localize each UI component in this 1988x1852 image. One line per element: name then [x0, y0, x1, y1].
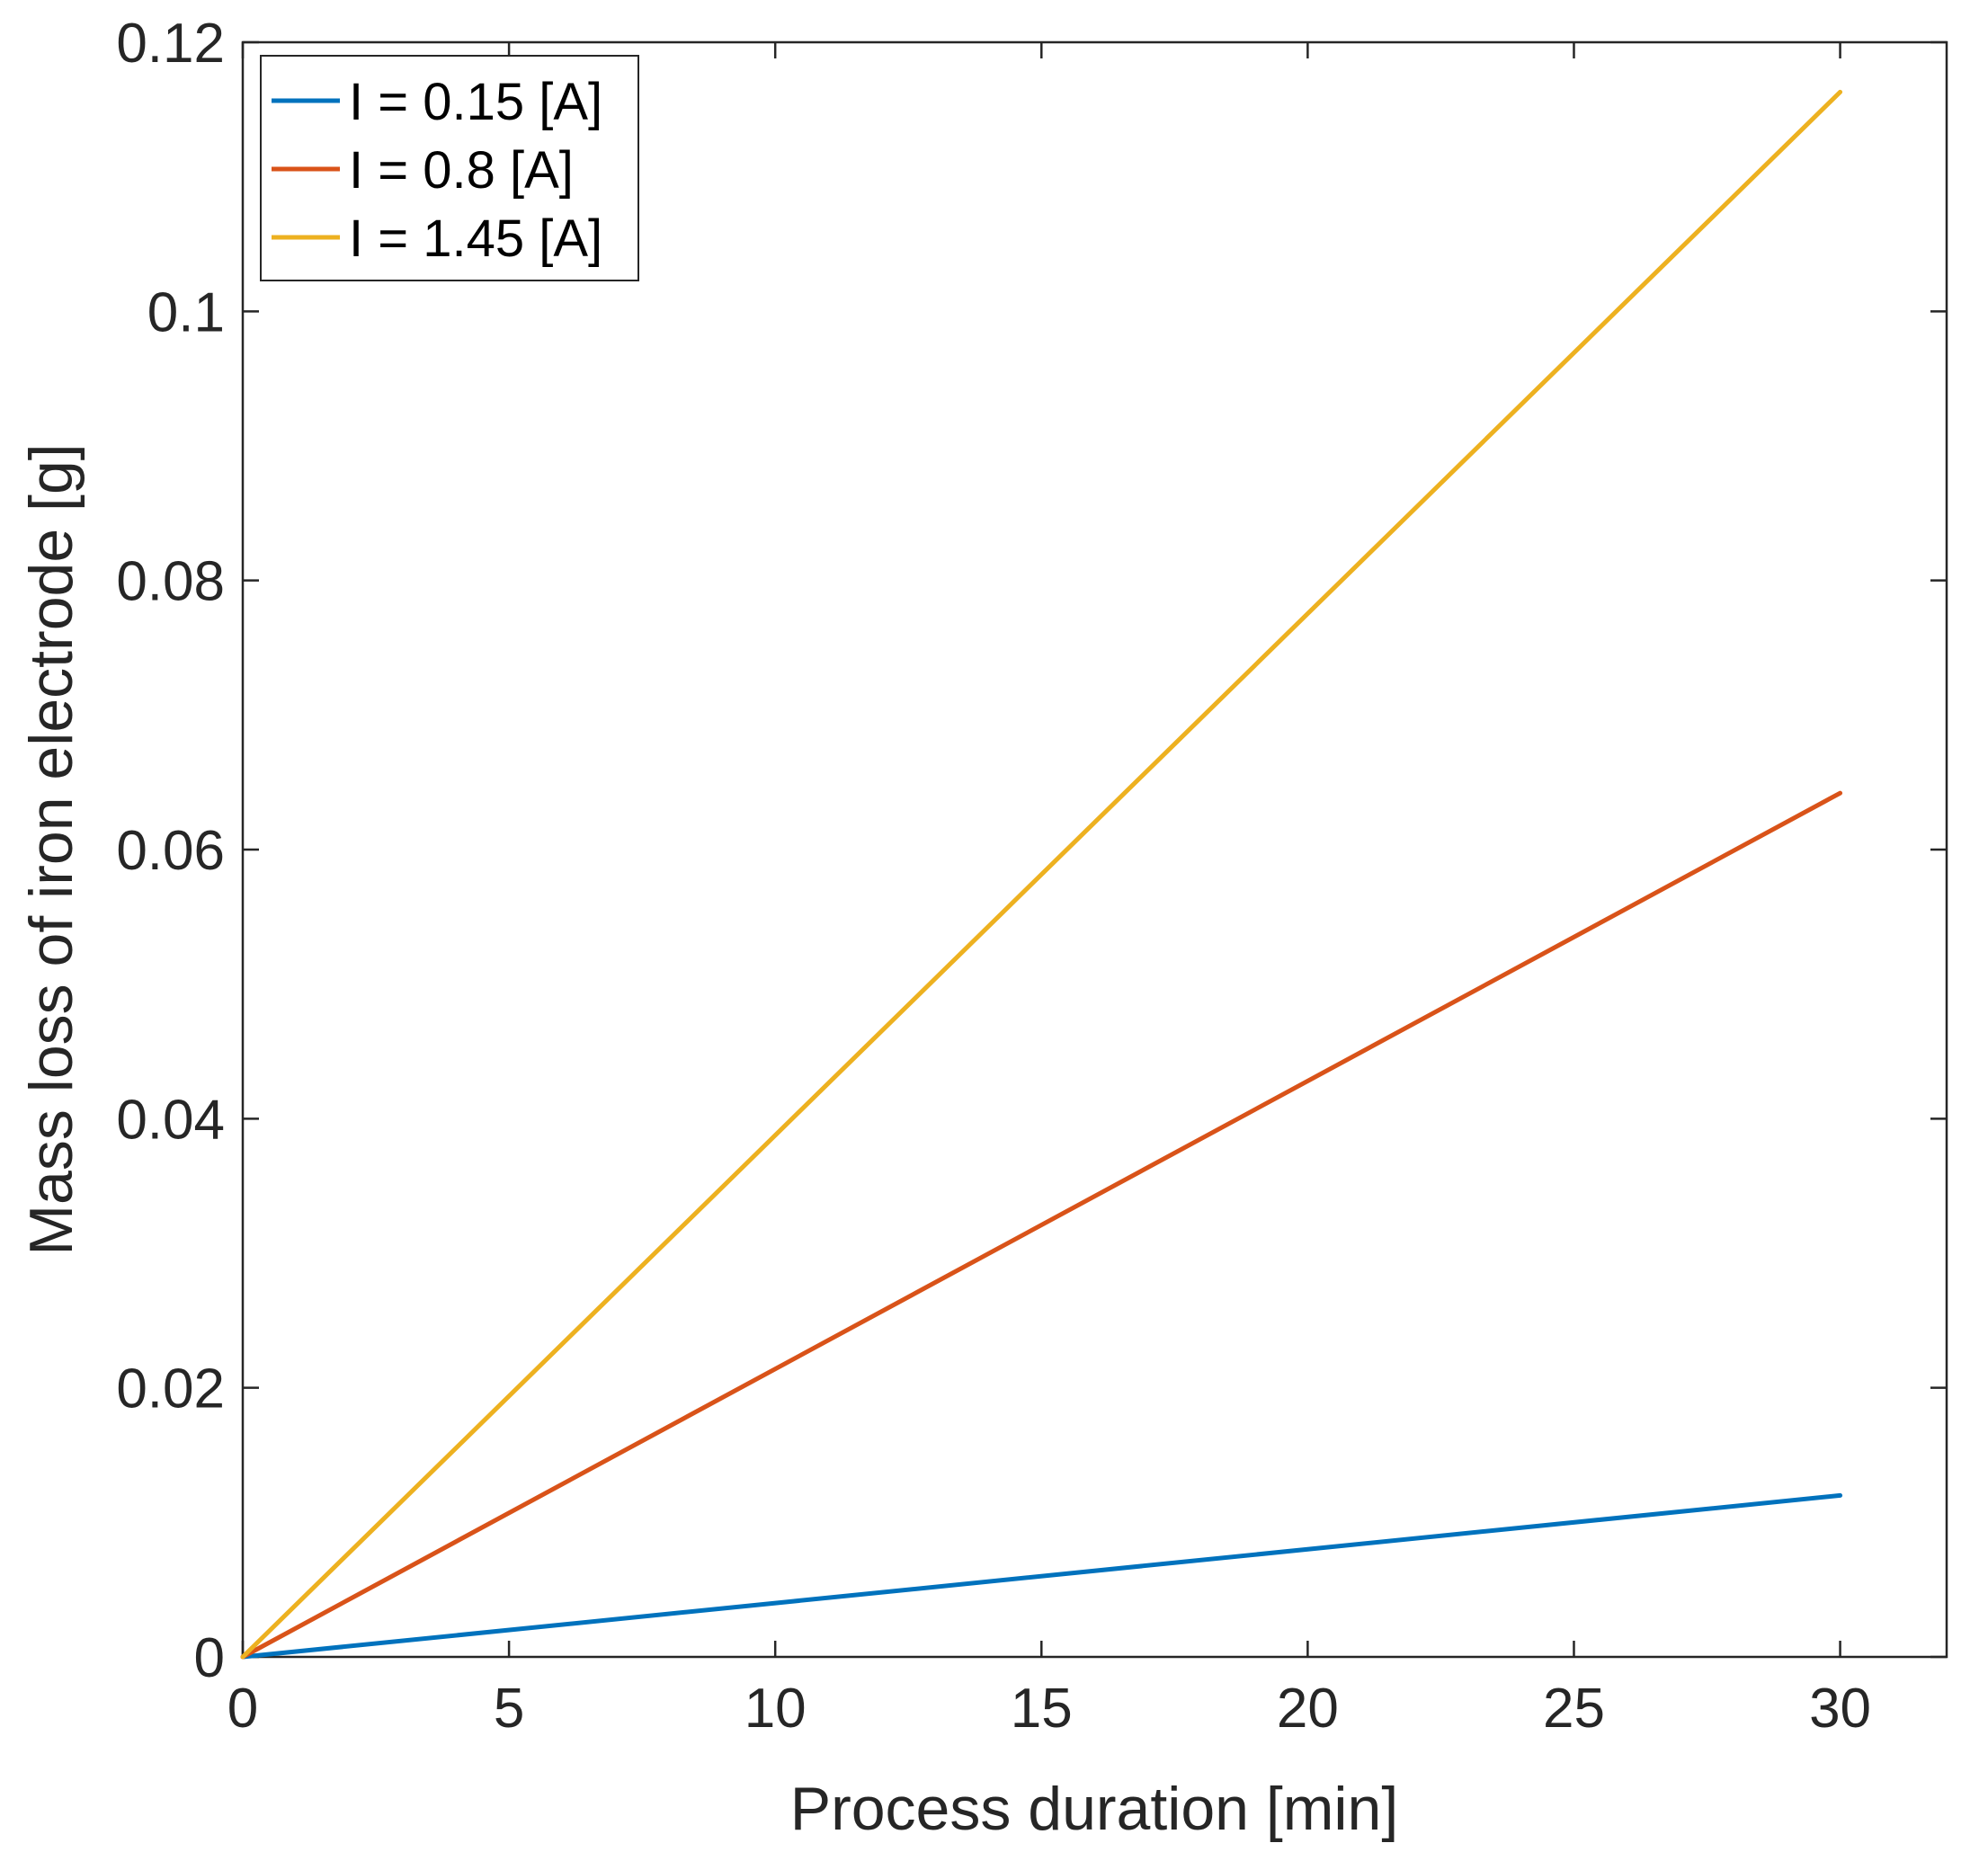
- legend-label-2: I = 1.45 [A]: [349, 209, 602, 268]
- legend-item-2: I = 1.45 [A]: [272, 209, 602, 268]
- x-tick-label-2: 10: [744, 1678, 807, 1740]
- series-line-2: [240, 89, 1843, 1660]
- y-axis-title: Mass loss of iron electrode [g]: [17, 443, 85, 1255]
- x-tick-label-0: 0: [227, 1678, 258, 1740]
- x-axis: 0 5 10 15 20 25 30: [227, 42, 1871, 1740]
- y-tick-label-1: 0.02: [116, 1358, 225, 1420]
- x-tick-label-4: 20: [1277, 1678, 1339, 1740]
- y-tick-label-4: 0.08: [116, 551, 225, 613]
- y-axis: 0 0.02 0.04 0.06 0.08 0.1 0.12: [116, 13, 1947, 1689]
- series-line-1: [240, 790, 1843, 1660]
- legend-item-1: I = 0.8 [A]: [272, 141, 574, 200]
- x-tick-label-1: 5: [494, 1678, 524, 1740]
- series-lines: [240, 89, 1843, 1660]
- y-tick-label-6: 0.12: [116, 13, 225, 75]
- y-tick-label-2: 0.04: [116, 1089, 225, 1151]
- series-line-0: [240, 1492, 1843, 1660]
- legend-label-1: I = 0.8 [A]: [349, 141, 574, 200]
- x-tick-label-5: 25: [1543, 1678, 1605, 1740]
- legend: I = 0.15 [A] I = 0.8 [A] I = 1.45 [A]: [260, 55, 639, 281]
- legend-label-0: I = 0.15 [A]: [349, 73, 602, 131]
- y-tick-label-3: 0.06: [116, 820, 225, 882]
- axes-box: [241, 40, 1948, 1659]
- y-tick-label-0: 0: [194, 1627, 225, 1689]
- x-axis-title: Process duration [min]: [790, 1775, 1399, 1843]
- plot-area: 0 5 10 15 20 25 30 0 0.02 0.04 0.06 0.08 0.1 0.12: [116, 13, 1948, 1740]
- x-tick-label-6: 30: [1809, 1678, 1871, 1740]
- y-tick-label-5: 0.1: [147, 281, 225, 343]
- x-tick-label-3: 15: [1011, 1678, 1073, 1740]
- legend-item-0: I = 0.15 [A]: [272, 73, 602, 131]
